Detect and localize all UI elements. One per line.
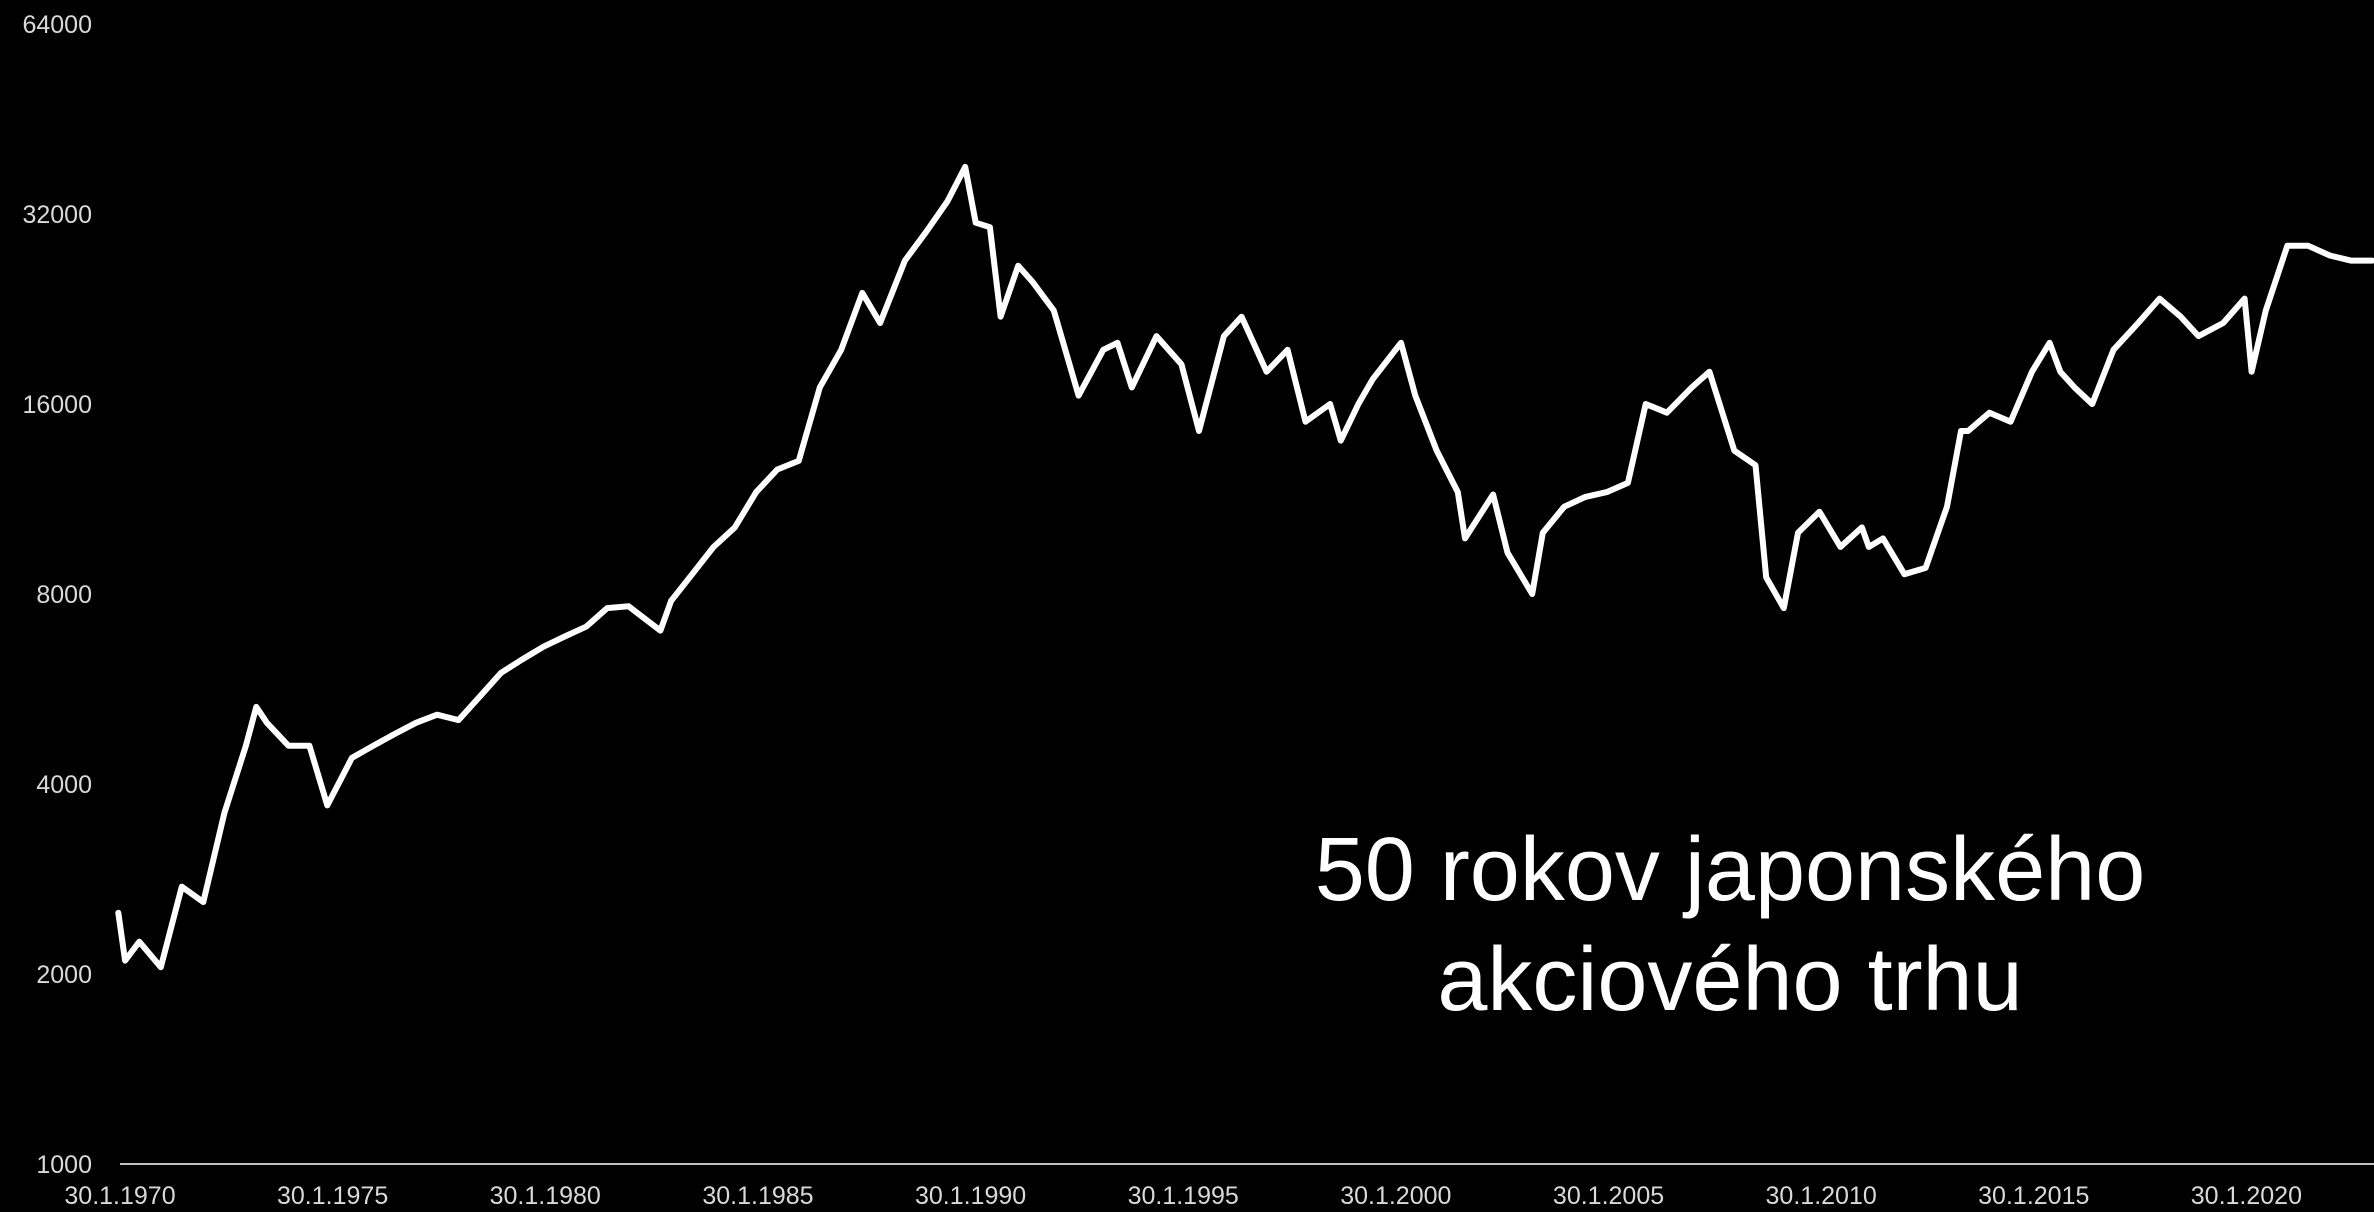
x-tick-label: 30.1.1980 xyxy=(490,1182,601,1210)
y-axis-tick-labels: 64000 32000 16000 8000 4000 2000 1000 xyxy=(22,11,92,1179)
x-tick-label: 30.1.1975 xyxy=(277,1182,388,1210)
x-tick-label: 30.1.2015 xyxy=(1978,1182,2089,1210)
y-tick-label: 1000 xyxy=(36,1151,92,1179)
x-tick-label: 30.1.1990 xyxy=(915,1182,1026,1210)
x-tick-label: 30.1.1995 xyxy=(1128,1182,1239,1210)
y-tick-label: 64000 xyxy=(22,11,92,39)
nikkei-index-line xyxy=(115,163,2374,971)
x-tick-label: 30.1.2020 xyxy=(2191,1182,2302,1210)
x-tick-label: 30.1.1985 xyxy=(702,1182,813,1210)
chart-title: 50 rokov japonského akciového trhu xyxy=(1080,815,2374,1035)
y-tick-label: 16000 xyxy=(22,391,92,419)
y-tick-label: 4000 xyxy=(36,771,92,799)
chart-title-line-2: akciového trhu xyxy=(1437,930,2023,1030)
y-tick-label: 8000 xyxy=(36,581,92,609)
x-tick-label: 30.1.2010 xyxy=(1766,1182,1877,1210)
x-tick-label: 30.1.2005 xyxy=(1553,1182,1664,1210)
chart-title-line-1: 50 rokov japonského xyxy=(1314,820,2146,920)
x-axis-tick-labels: 30.1.1970 30.1.1975 30.1.1980 30.1.1985 30.1… xyxy=(64,1182,2302,1210)
x-tick-label: 30.1.2000 xyxy=(1340,1182,1451,1210)
x-tick-label: 30.1.1970 xyxy=(64,1182,175,1210)
y-tick-label: 2000 xyxy=(36,961,92,989)
y-tick-label: 32000 xyxy=(22,201,92,229)
